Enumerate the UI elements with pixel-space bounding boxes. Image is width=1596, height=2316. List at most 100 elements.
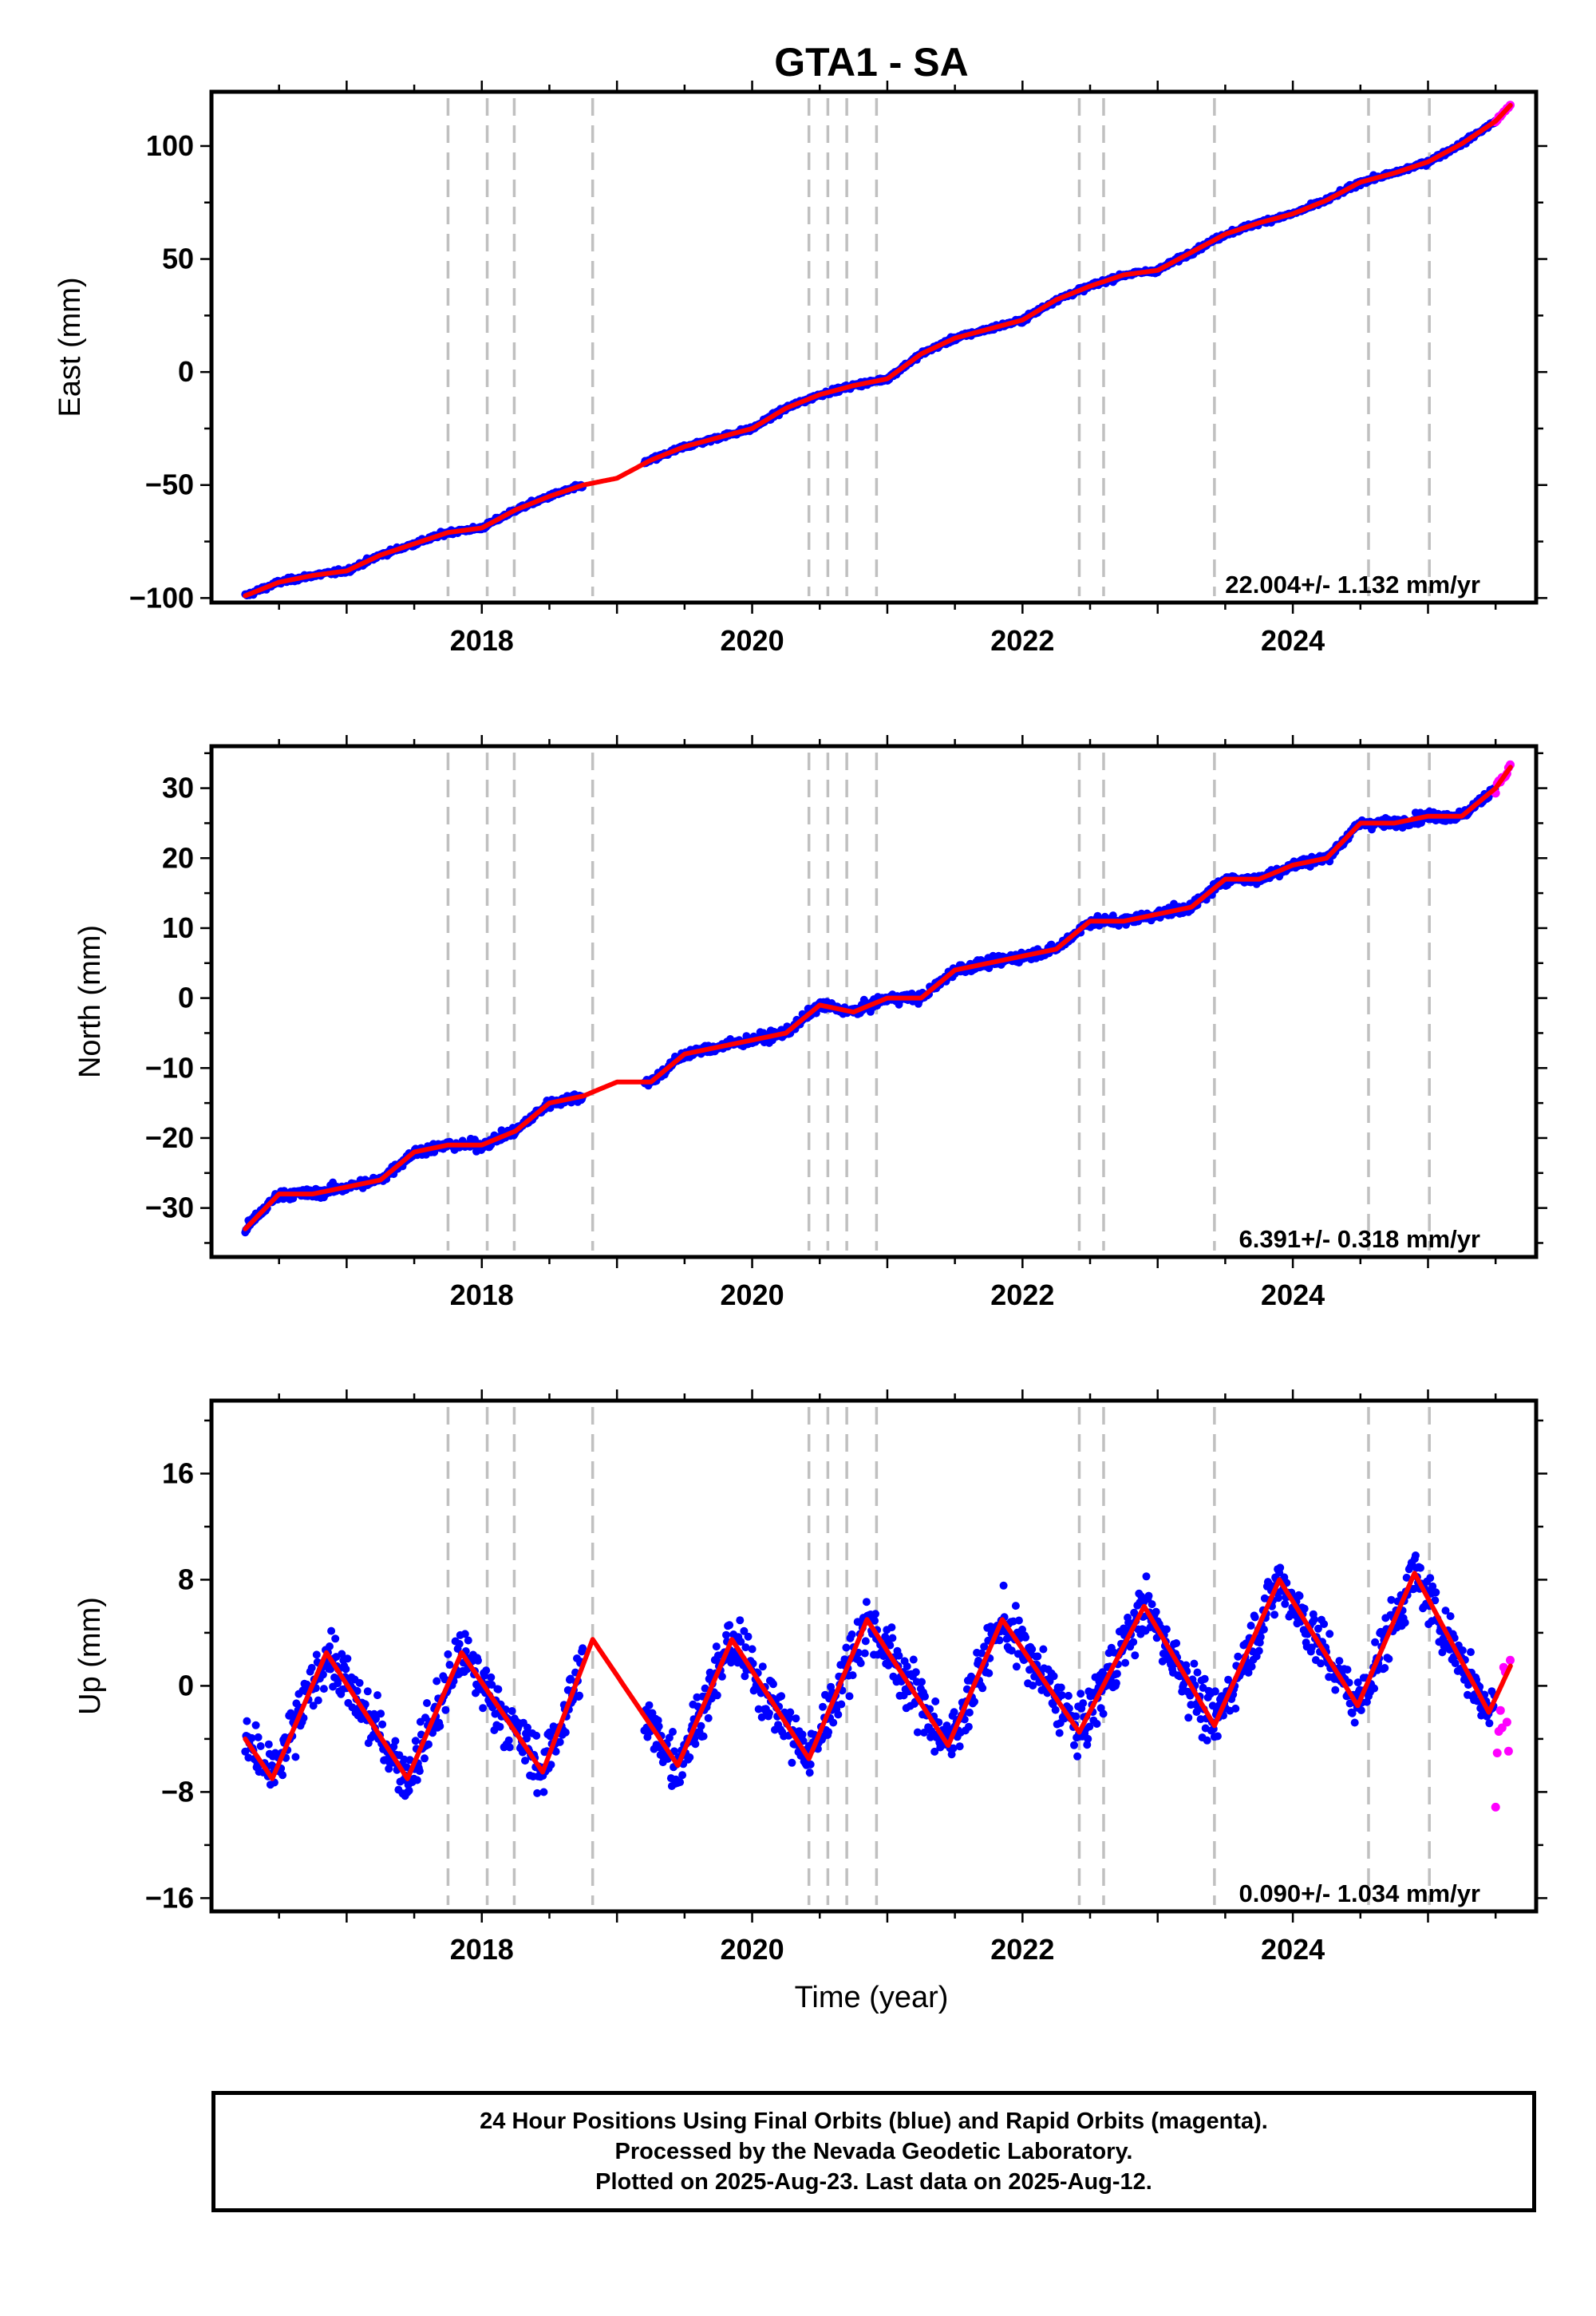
final-orbit-point <box>918 1678 926 1686</box>
rate-label: 22.004+/- 1.132 mm/yr <box>1225 571 1480 599</box>
final-orbit-point <box>1400 1618 1409 1627</box>
final-orbit-point <box>539 1788 548 1796</box>
final-orbit-point <box>1148 1600 1156 1609</box>
up-panel: 2018 2020 2022 2024 −16 −8 0 8 16 Up (mm) 0.090+/-… <box>73 1389 1547 1966</box>
y-tick-label: 16 <box>162 1456 194 1489</box>
y-tick-label: 50 <box>162 243 194 275</box>
final-orbit-points <box>241 1551 1499 1800</box>
rapid-orbit-point <box>1495 1705 1505 1715</box>
final-orbit-point <box>1012 1662 1021 1671</box>
final-orbit-point <box>829 1718 838 1727</box>
final-orbit-point <box>712 1642 721 1651</box>
final-orbit-point <box>1325 1630 1334 1638</box>
final-orbit-point <box>1247 1662 1256 1671</box>
final-orbit-point <box>464 1636 472 1645</box>
y-tick-label: 8 <box>178 1563 194 1595</box>
final-orbit-point <box>445 1661 454 1669</box>
final-orbit-point <box>806 1760 815 1769</box>
final-orbit-point <box>1246 1622 1255 1630</box>
x-tick-label: 2022 <box>990 1933 1054 1966</box>
rapid-orbit-point <box>1506 1655 1515 1665</box>
final-orbit-point <box>1142 1572 1151 1581</box>
footer-info-box: 24 Hour Positions Using Final Orbits (bl… <box>211 2091 1536 2212</box>
final-orbit-point <box>279 1771 287 1780</box>
final-orbit-point <box>769 1680 777 1689</box>
final-orbit-point <box>1184 1713 1193 1722</box>
final-orbit-point <box>713 1691 721 1700</box>
final-orbit-point <box>1203 1736 1211 1745</box>
final-orbit-point <box>903 1662 911 1670</box>
final-orbit-point <box>1446 1612 1455 1621</box>
y-tick-label: −50 <box>145 468 194 501</box>
final-orbit-point <box>1099 1709 1108 1718</box>
final-orbit-point <box>691 1740 700 1749</box>
final-orbit-point <box>758 1662 767 1671</box>
rate-label: 6.391+/- 0.318 mm/yr <box>1239 1225 1480 1253</box>
final-orbit-point <box>1432 1588 1440 1597</box>
final-orbit-point <box>1129 1638 1138 1646</box>
final-orbit-point <box>377 1709 385 1718</box>
final-orbit-point <box>834 1710 843 1719</box>
final-orbit-point <box>845 1692 854 1701</box>
final-orbit-point <box>1259 1625 1268 1634</box>
x-tick-label: 2024 <box>1261 624 1325 657</box>
final-orbit-point <box>1121 1658 1130 1667</box>
final-orbit-point <box>1011 1602 1020 1611</box>
chart-title: GTA1 - SA <box>774 40 969 85</box>
final-orbit-point <box>1193 1668 1202 1677</box>
final-orbit-point <box>1370 1684 1379 1693</box>
final-orbit-point <box>999 1581 1008 1590</box>
final-orbit-point <box>1317 1659 1325 1668</box>
rapid-orbit-point <box>1503 1746 1513 1756</box>
y-axis-label: North (mm) <box>73 925 107 1078</box>
final-orbit-point <box>479 1704 488 1713</box>
final-orbit-point <box>792 1714 800 1723</box>
final-orbit-point <box>1254 1646 1263 1655</box>
final-orbit-point <box>1049 1672 1058 1681</box>
final-orbit-point <box>1343 1666 1352 1674</box>
final-orbit-point <box>985 1669 994 1678</box>
event-lines <box>446 753 1431 1251</box>
final-orbit-point <box>1276 1563 1285 1572</box>
y-tick-label: 20 <box>162 841 194 874</box>
final-orbit-point <box>788 1758 796 1767</box>
final-orbit-point <box>243 1717 251 1725</box>
final-orbit-point <box>342 1665 350 1674</box>
final-orbit-point <box>1039 1645 1048 1654</box>
y-axis-label: East (mm) <box>53 277 87 417</box>
east-panel: 2018 2020 2022 2024 −100 −50 0 50 100 East (mm) 22… <box>53 81 1547 657</box>
final-orbit-point <box>860 1649 869 1658</box>
final-orbit-point <box>888 1634 897 1642</box>
final-orbit-point <box>363 1687 372 1696</box>
final-orbit-point <box>575 1691 584 1700</box>
final-orbit-points <box>241 785 1499 1237</box>
final-orbit-point <box>474 1656 482 1665</box>
final-orbit-point <box>421 1754 429 1763</box>
final-orbit-point <box>1335 1657 1344 1666</box>
final-orbit-point <box>805 1769 814 1777</box>
final-orbit-point <box>1084 1734 1092 1743</box>
final-orbit-point <box>1231 1704 1240 1713</box>
final-orbit-point <box>1028 1645 1037 1654</box>
final-orbit-point <box>678 1771 687 1780</box>
final-orbit-point <box>970 1697 978 1706</box>
final-orbit-point <box>1320 1620 1329 1628</box>
final-orbit-point <box>1112 1679 1120 1687</box>
final-orbit-point <box>1331 1686 1340 1694</box>
final-orbit-point <box>1213 1732 1222 1741</box>
final-orbit-point <box>1070 1741 1078 1749</box>
final-orbit-point <box>1234 1652 1242 1661</box>
x-tick-label: 2022 <box>990 1279 1054 1311</box>
final-orbit-point <box>669 1728 677 1736</box>
final-orbit-point <box>1250 1613 1259 1622</box>
final-orbit-point <box>378 1720 387 1729</box>
x-tick-label: 2018 <box>450 1279 514 1311</box>
final-orbit-point <box>1270 1611 1279 1619</box>
final-orbit-point <box>1190 1659 1199 1668</box>
final-orbit-point <box>699 1732 708 1741</box>
y-tick-label: −20 <box>145 1121 194 1154</box>
final-orbit-point <box>1073 1752 1082 1761</box>
final-orbit-point <box>744 1632 753 1641</box>
final-orbit-point <box>1092 1720 1101 1728</box>
